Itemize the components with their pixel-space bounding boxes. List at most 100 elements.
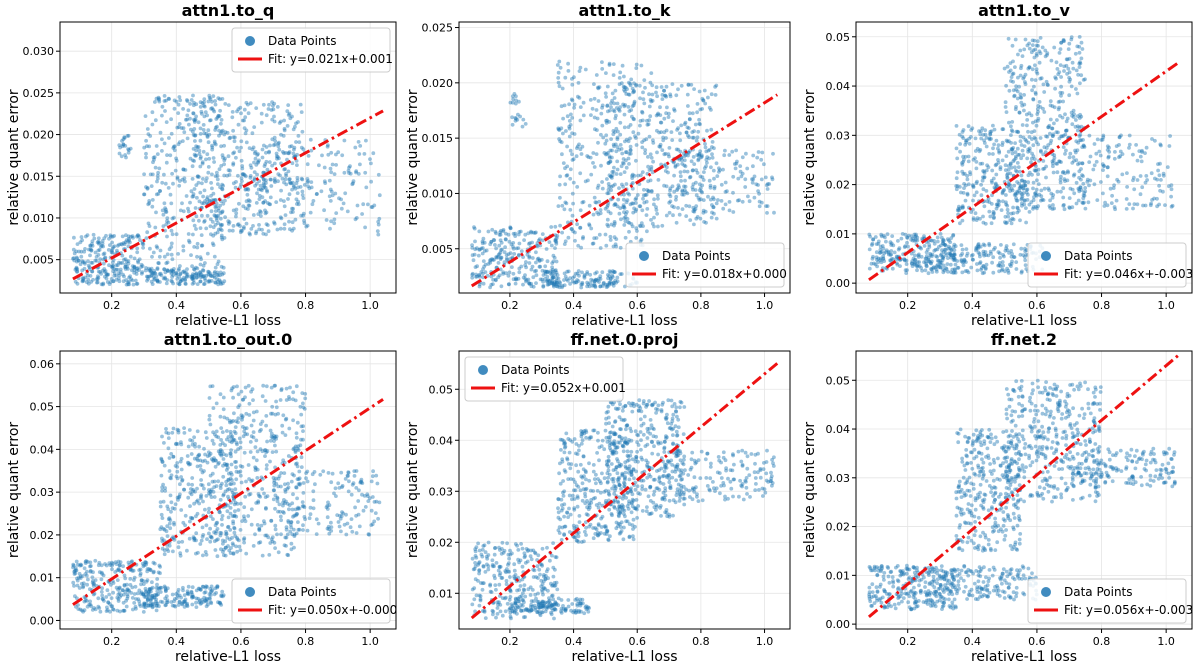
data-point	[155, 583, 159, 587]
data-point	[557, 137, 561, 141]
data-point	[1028, 149, 1032, 153]
data-point	[142, 146, 146, 150]
data-point	[1170, 187, 1174, 191]
data-point	[301, 193, 305, 197]
data-point	[160, 137, 164, 141]
data-point	[87, 282, 91, 286]
data-point	[975, 167, 979, 171]
data-point	[210, 209, 214, 213]
data-point	[301, 500, 305, 504]
data-point	[158, 255, 162, 259]
data-point	[612, 73, 616, 77]
data-point	[503, 250, 507, 254]
data-point	[154, 166, 158, 170]
data-point	[214, 223, 218, 227]
data-point	[705, 158, 709, 162]
data-point	[246, 193, 250, 197]
data-point	[202, 264, 206, 268]
data-point	[740, 175, 744, 179]
data-point	[200, 110, 204, 114]
data-point	[167, 136, 171, 140]
data-point	[202, 469, 206, 473]
data-point	[169, 202, 173, 206]
data-point	[148, 247, 152, 251]
data-point	[606, 218, 610, 222]
data-point	[1038, 61, 1042, 65]
data-point	[960, 243, 964, 247]
data-point	[1053, 156, 1057, 160]
data-point	[662, 152, 666, 156]
data-point	[686, 170, 690, 174]
data-point	[1043, 187, 1047, 191]
data-point	[126, 282, 130, 286]
data-point	[151, 110, 155, 114]
data-point	[1169, 195, 1173, 199]
data-point	[218, 109, 222, 113]
data-point	[521, 118, 525, 122]
data-point	[1079, 115, 1083, 119]
data-point	[599, 208, 603, 212]
data-point	[142, 172, 146, 176]
data-point	[216, 174, 220, 178]
data-point	[624, 236, 628, 240]
subplot-title: attn1.to_k	[579, 1, 671, 20]
data-point	[567, 69, 571, 73]
data-point	[1071, 188, 1075, 192]
data-point	[674, 198, 678, 202]
data-point	[1010, 120, 1014, 124]
data-point	[196, 429, 200, 433]
data-point	[181, 586, 185, 590]
data-point	[535, 273, 539, 277]
data-point	[568, 119, 572, 123]
fit-line	[73, 111, 383, 279]
data-point	[159, 249, 163, 253]
data-point	[163, 528, 167, 532]
data-point	[225, 536, 229, 540]
data-point	[562, 278, 566, 282]
data-point	[985, 169, 989, 173]
data-point	[571, 202, 575, 206]
data-point	[519, 265, 523, 269]
data-point	[260, 112, 264, 116]
data-point	[320, 189, 324, 193]
data-point	[1020, 64, 1024, 68]
data-point	[1059, 75, 1063, 79]
data-point	[122, 143, 126, 147]
data-point	[672, 174, 676, 178]
data-point	[627, 230, 631, 234]
data-point	[650, 156, 654, 160]
data-point	[178, 95, 182, 99]
data-point	[509, 226, 513, 230]
data-point	[1001, 260, 1005, 264]
data-point	[194, 531, 198, 535]
data-point	[622, 216, 626, 220]
data-point	[323, 181, 327, 185]
data-point	[283, 167, 287, 171]
data-point	[589, 227, 593, 231]
data-point	[1036, 119, 1040, 123]
data-point	[482, 259, 486, 263]
data-point	[286, 103, 290, 107]
data-point	[1036, 204, 1040, 208]
data-point	[1006, 208, 1010, 212]
data-point	[165, 505, 169, 509]
data-point	[628, 93, 632, 97]
data-point	[188, 102, 192, 106]
data-point	[1061, 196, 1065, 200]
data-point	[615, 276, 619, 280]
data-point	[601, 104, 605, 108]
data-point	[604, 233, 608, 237]
x-axis-label: relative-L1 loss	[971, 313, 1077, 329]
data-point	[657, 178, 661, 182]
data-point	[550, 273, 554, 277]
data-point	[96, 281, 100, 285]
data-point	[915, 268, 919, 272]
data-point	[579, 208, 583, 212]
data-point	[1007, 37, 1011, 41]
data-point	[219, 122, 223, 126]
data-point	[1076, 129, 1080, 133]
data-point	[1039, 36, 1043, 40]
data-point	[605, 177, 609, 181]
data-point	[1048, 132, 1052, 136]
data-point	[1010, 222, 1014, 226]
